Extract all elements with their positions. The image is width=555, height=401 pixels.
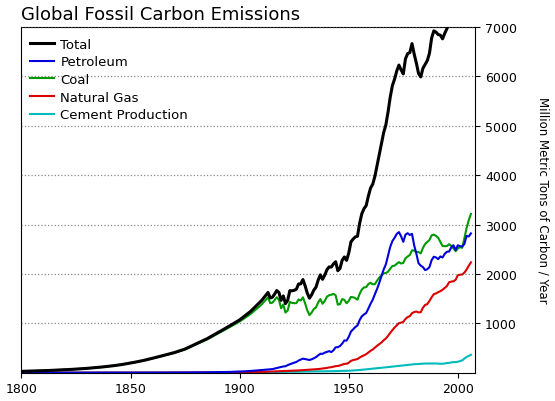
Total (302, 284, 309, 288)
Petroleum (467, 231, 474, 236)
Cement Production (433, 361, 440, 366)
Total (143, 358, 149, 363)
Cement Production (467, 352, 474, 357)
Coal (393, 262, 400, 267)
Natural Gas (433, 292, 440, 296)
Coal (143, 358, 149, 363)
Coal (359, 288, 365, 292)
Natural Gas (18, 371, 25, 375)
Cement Production (393, 364, 400, 369)
Petroleum (393, 232, 400, 237)
Natural Gas (359, 354, 365, 359)
Total (387, 96, 393, 101)
Natural Gas (467, 260, 474, 265)
Text: Global Fossil Carbon Emissions: Global Fossil Carbon Emissions (22, 6, 301, 24)
Legend: Total, Petroleum, Coal, Natural Gas, Cement Production: Total, Petroleum, Coal, Natural Gas, Cem… (26, 35, 192, 126)
Line: Coal: Coal (22, 215, 471, 371)
Coal (302, 301, 309, 306)
Natural Gas (393, 323, 400, 328)
Petroleum (18, 371, 25, 375)
Cement Production (387, 365, 393, 369)
Natural Gas (387, 330, 393, 335)
Cement Production (302, 369, 309, 374)
Petroleum (435, 257, 442, 262)
Cement Production (18, 371, 25, 375)
Cement Production (143, 371, 149, 375)
Total (359, 212, 365, 217)
Coal (467, 212, 474, 217)
Coal (433, 234, 440, 239)
Line: Natural Gas: Natural Gas (22, 263, 471, 373)
Petroleum (387, 245, 393, 250)
Coal (18, 369, 25, 374)
Natural Gas (302, 368, 309, 373)
Line: Petroleum: Petroleum (22, 233, 471, 373)
Natural Gas (143, 371, 149, 375)
Coal (387, 267, 393, 271)
Cement Production (359, 367, 365, 372)
Y-axis label: Million Metric Tons of Carbon / Year: Million Metric Tons of Carbon / Year (537, 97, 549, 304)
Total (18, 369, 25, 374)
Petroleum (396, 230, 402, 235)
Petroleum (143, 371, 149, 375)
Total (433, 30, 440, 35)
Petroleum (302, 357, 309, 362)
Line: Cement Production: Cement Production (22, 355, 471, 373)
Total (393, 69, 400, 74)
Petroleum (359, 314, 365, 319)
Line: Total: Total (22, 0, 471, 371)
